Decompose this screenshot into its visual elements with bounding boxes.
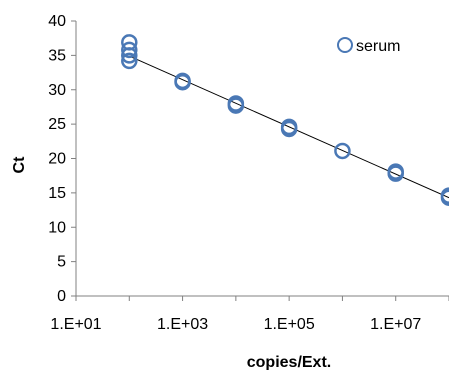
x-tick-label: 1.E+05 bbox=[264, 316, 315, 333]
data-point-serum bbox=[121, 41, 138, 59]
y-axis-title: Ct bbox=[11, 156, 28, 174]
y-tick-label: 20 bbox=[48, 151, 66, 168]
x-tick-label: 1.E+01 bbox=[50, 316, 101, 333]
x-tick-label: 1.E+07 bbox=[370, 316, 421, 333]
legend-label-serum: serum bbox=[356, 38, 400, 55]
y-tick-label: 35 bbox=[48, 47, 66, 64]
y-tick-label: 15 bbox=[48, 185, 66, 202]
legend-marker-serum bbox=[337, 37, 353, 53]
data-point-serum bbox=[227, 97, 245, 114]
y-tick-label: 40 bbox=[48, 13, 66, 30]
ticks-layer: 0 5 10 15 20 25 30 35 40 1.E+01 1.E+03 1.E+05 1.E+07 bbox=[48, 13, 449, 333]
data-point-serum bbox=[121, 52, 138, 70]
data-point-serum bbox=[440, 189, 449, 206]
data-point-serum bbox=[280, 120, 298, 138]
y-tick-label: 0 bbox=[57, 288, 66, 305]
data-point-serum bbox=[174, 73, 191, 91]
y-tick-label: 5 bbox=[57, 254, 66, 271]
trendline-layer bbox=[129, 55, 449, 199]
data-point-serum bbox=[121, 47, 138, 64]
data-point-serum bbox=[387, 165, 404, 182]
x-tick-label: 1.E+03 bbox=[157, 316, 208, 333]
y-tick-label: 30 bbox=[48, 82, 66, 99]
x-axis-title: copies/Ext. bbox=[247, 354, 331, 370]
legend: serum bbox=[337, 37, 400, 55]
y-tick-label: 25 bbox=[48, 116, 66, 133]
trendline bbox=[129, 55, 449, 199]
data-point-serum bbox=[334, 142, 351, 160]
y-tick-label: 10 bbox=[48, 219, 66, 236]
points-layer bbox=[121, 34, 449, 206]
